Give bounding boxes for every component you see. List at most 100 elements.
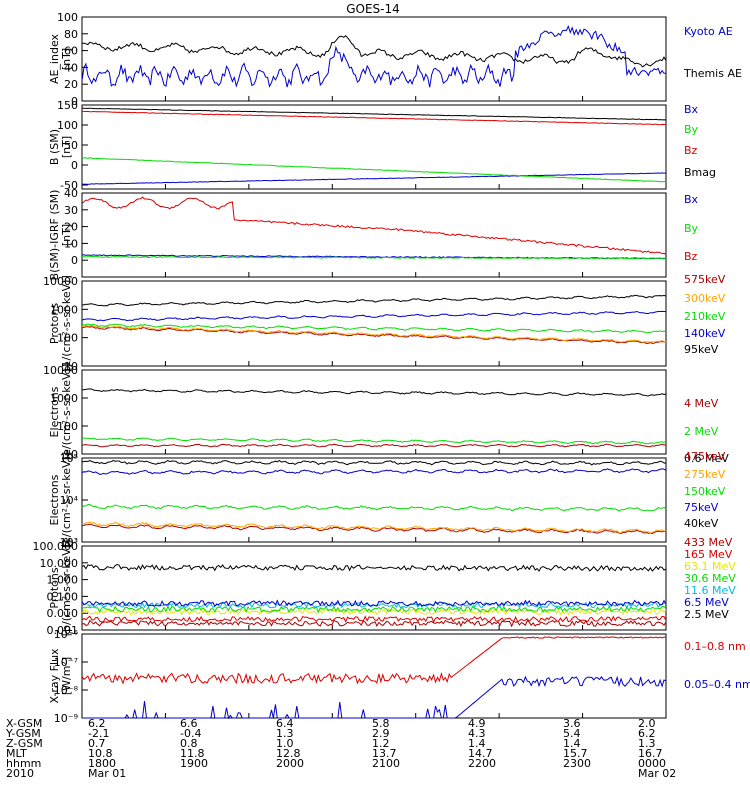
ephemeris-value: 1800 (88, 757, 116, 770)
panel-frame (81, 280, 667, 367)
y-axis-label: [1/(cm²-s-sr-keV)] (60, 275, 73, 372)
legend-label: 150keV (684, 485, 726, 498)
ephemeris-value: 1.3 (638, 737, 656, 750)
ephemeris-row-label: MLT (6, 747, 27, 760)
y-tick-label: 10³ (60, 536, 78, 549)
y-tick-label: 30 (64, 204, 78, 217)
legend-label: 0.6 MeV (684, 452, 729, 465)
y-axis-label: Protons (48, 303, 61, 344)
legend-label: 275keV (684, 468, 726, 481)
legend-label: 300keV (684, 292, 726, 305)
series-line-0-05-0-4-nm (82, 675, 667, 720)
series-line-themis-ae (81, 35, 667, 68)
ephemeris-value: 2000 (276, 757, 304, 770)
legend-label: 75keV (684, 501, 719, 514)
ephemeris-value: 2.9 (372, 727, 390, 740)
legend-label: Bmag (684, 166, 716, 179)
y-axis-label: [nT] (60, 224, 73, 246)
legend-label: 2.5 MeV (684, 608, 729, 621)
panel-frame (81, 369, 667, 455)
series-line-kyoto-ae (81, 25, 666, 88)
series-line-150kev (81, 503, 667, 512)
series-line-0-1-0-8-nm (81, 636, 667, 685)
legend-label: 140keV (684, 327, 726, 340)
ephemeris-value: 2200 (468, 757, 496, 770)
series-line-140kev (81, 310, 667, 322)
ephemeris-value: 2100 (372, 757, 400, 770)
legend-label: 40keV (684, 517, 719, 530)
ephemeris-value: 1.4 (468, 737, 486, 750)
ephemeris-value: 6.2 (88, 717, 106, 730)
series-line-475kev (81, 523, 667, 535)
legend-label: Bz (684, 250, 698, 263)
series-line-75kev (81, 468, 667, 475)
y-axis-label: X-ray Flux (48, 648, 61, 704)
legend-label: Kyoto AE (684, 25, 733, 38)
ephemeris-value: -2.1 (88, 727, 110, 740)
y-tick-label: 10 (64, 448, 78, 461)
legend-label: 63.1 MeV (684, 560, 736, 573)
legend-label: By (684, 222, 699, 235)
ephemeris-value: 11.8 (180, 747, 205, 760)
y-axis-label: [nT] (60, 48, 73, 70)
y-tick-label: 10⁻⁸ (54, 684, 79, 697)
legend-label: By (684, 123, 699, 136)
ephemeris-value: 1.3 (276, 727, 294, 740)
y-axis-label: AE_index (48, 33, 61, 84)
ephemeris-value: -0.4 (180, 727, 202, 740)
y-tick-label: 150 (57, 99, 78, 112)
y-tick-label: 100 (57, 332, 78, 345)
legend-label: 0.1–0.8 nm (684, 640, 746, 653)
legend-label: 30.6 MeV (684, 572, 736, 585)
y-axis-label: Protons (48, 567, 61, 608)
ephemeris-value: 12.8 (276, 747, 301, 760)
ephemeris-value: 1900 (180, 757, 208, 770)
panel-frame (81, 545, 667, 631)
legend-label: Bx (684, 193, 699, 206)
legend-label: 433 MeV (684, 536, 733, 549)
series-line-bx (81, 172, 666, 185)
ephemeris-value: 4.9 (468, 717, 486, 730)
legend-label: 6.5 MeV (684, 596, 729, 609)
ephemeris-value: 1.4 (563, 737, 581, 750)
y-tick-label: 0 (71, 95, 78, 108)
series-line-by (81, 255, 667, 260)
y-tick-label: 0 (71, 159, 78, 172)
ephemeris-value: 0000 (638, 757, 666, 770)
ephemeris-value: 16.7 (638, 747, 663, 760)
y-tick-label: 20 (64, 221, 78, 234)
y-tick-label: 1000 (50, 303, 78, 316)
y-tick-label: 10 (64, 237, 78, 250)
series-line-300kev (81, 324, 667, 343)
series-line-95kev (82, 294, 667, 307)
y-tick-label: 10000 (43, 364, 78, 377)
series-line-4-mev (81, 443, 667, 448)
y-axis-label: [e/(cm²-s-sr-keV)] (60, 364, 73, 460)
y-tick-label: 10⁻⁹ (54, 712, 78, 725)
ephemeris-value: 15.7 (563, 747, 588, 760)
ephemeris-row-label: 2010 (6, 767, 34, 780)
series-line-bz (81, 196, 667, 255)
y-axis-label: [nT] (60, 136, 73, 158)
series-line-2-mev (81, 437, 667, 445)
legend-label: 2 MeV (684, 425, 719, 438)
y-tick-label: 0 (71, 254, 78, 267)
ephemeris-value: 0.8 (180, 737, 198, 750)
y-tick-label: 100 (57, 119, 78, 132)
y-tick-label: -50 (60, 179, 78, 192)
y-tick-label: 10⁻⁷ (54, 656, 78, 669)
ephemeris-value: 5.8 (372, 717, 390, 730)
series-line-575kev (81, 325, 667, 345)
plot-title: GOES-14 (346, 2, 400, 16)
ephemeris-value: Mar 01 (88, 767, 127, 780)
ephemeris-value: 1.0 (276, 737, 294, 750)
ephemeris-value: Mar 02 (638, 767, 677, 780)
y-tick-label: 40 (64, 61, 78, 74)
y-tick-label: 0.010 (47, 607, 79, 620)
ephemeris-value: 0.7 (88, 737, 106, 750)
y-axis-label: [p/(cm²-s-sr-keV)] (60, 540, 73, 637)
legend-label: 0.05–0.4 nm (684, 678, 750, 691)
y-tick-label: 0.001 (47, 624, 79, 637)
ephemeris-value: 2.0 (638, 717, 656, 730)
